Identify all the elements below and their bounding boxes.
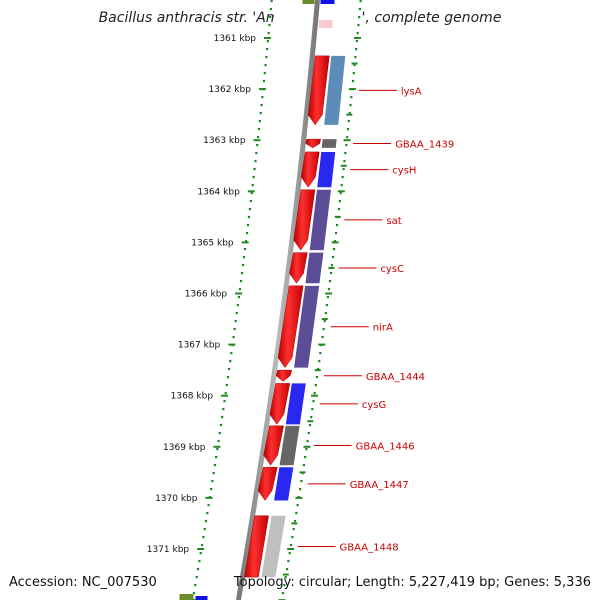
gene-label[interactable]: cysH <box>392 166 416 177</box>
gene-arrow[interactable] <box>301 151 320 188</box>
kbp-tick-label: 1371 kbp <box>147 545 190 555</box>
annotation-block <box>261 515 286 578</box>
gene-arrow[interactable] <box>257 466 278 501</box>
annotation-block <box>305 252 324 284</box>
edge-features <box>179 0 335 600</box>
genome-backbone <box>235 0 320 600</box>
gene-label[interactable]: GBAA_1446 <box>356 442 415 453</box>
feature-track <box>244 55 346 578</box>
kbp-tick-label: 1365 kbp <box>191 238 234 248</box>
gene-arrow[interactable] <box>307 55 330 126</box>
gene-label[interactable]: nirA <box>373 323 393 334</box>
outer-tick-ring <box>278 0 362 600</box>
gene-label[interactable]: cysC <box>380 264 404 275</box>
gene-arrow[interactable] <box>275 369 293 382</box>
annotation-block <box>309 189 331 251</box>
gene-arrow[interactable] <box>305 138 321 149</box>
inner-tick-ring <box>188 0 273 600</box>
kbp-tick-label: 1369 kbp <box>163 443 206 453</box>
topology-label: Topology: circular; Length: 5,227,419 bp… <box>233 575 591 590</box>
annotation-block <box>321 139 337 148</box>
accession-label: Accession: NC_007530 <box>9 575 157 590</box>
kbp-tick-label: 1363 kbp <box>203 136 246 146</box>
gene-arrow[interactable] <box>277 285 304 369</box>
annotation-block <box>324 55 346 125</box>
gene-label[interactable]: GBAA_1448 <box>340 542 399 553</box>
kbp-tick-label: 1366 kbp <box>185 290 228 300</box>
gene-label[interactable]: GBAA_1447 <box>350 480 409 491</box>
annotation-block <box>274 467 294 501</box>
gene-arrow[interactable] <box>244 515 269 578</box>
genome-ring-band <box>196 0 364 600</box>
annotation-block <box>279 425 300 466</box>
gene-arrow[interactable] <box>293 189 316 251</box>
kbp-tick-label: 1362 kbp <box>209 85 252 95</box>
gene-label-layer: lysA GBAA_1439 cysH sat cysC nirA GBAA_1444cys… <box>297 86 454 553</box>
kbp-tick-label: 1370 kbp <box>155 494 198 504</box>
kbp-scale: 1361 kbp 1362 kbp 1363 kbp 1364 kbp 1365 kbp… <box>147 34 257 555</box>
gene-arrow[interactable] <box>289 252 308 284</box>
gene-arrow[interactable] <box>269 383 291 425</box>
gene-arrow[interactable] <box>263 425 284 466</box>
kbp-tick-label: 1364 kbp <box>197 187 240 197</box>
annotation-block <box>317 151 336 188</box>
kbp-tick-label: 1368 kbp <box>171 392 214 402</box>
kbp-tick-label: 1361 kbp <box>214 34 257 44</box>
gene-label[interactable]: sat <box>386 216 401 227</box>
gene-label[interactable]: GBAA_1444 <box>366 372 425 383</box>
gene-label[interactable]: GBAA_1439 <box>395 140 454 151</box>
kbp-tick-label: 1367 kbp <box>178 341 221 351</box>
annotation-block <box>294 285 320 368</box>
gene-label[interactable]: lysA <box>401 86 422 97</box>
gene-label[interactable]: cysG <box>362 400 386 411</box>
annotation-block <box>285 383 306 425</box>
